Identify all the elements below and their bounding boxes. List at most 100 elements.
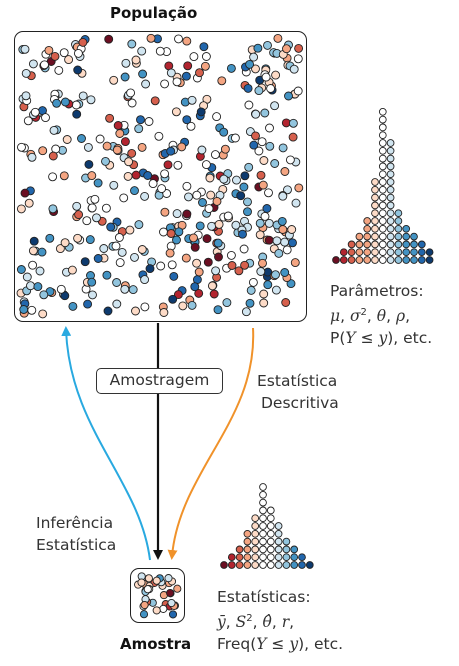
population-dot [83, 142, 93, 152]
sample-histogram-dot [220, 561, 228, 569]
population-dot [211, 266, 221, 276]
population-dot [77, 134, 86, 143]
population-histogram-dot [378, 154, 387, 163]
population-histogram-dot [425, 248, 434, 257]
population-dot [119, 193, 129, 203]
inference-arrow [61, 326, 151, 561]
population-dot [114, 233, 124, 242]
population-dot [115, 258, 125, 268]
population-dot [125, 225, 135, 235]
population-dot [85, 235, 95, 245]
population-dot [206, 190, 216, 200]
population-histogram-dot [394, 232, 403, 241]
population-dot [112, 299, 122, 309]
population-dot [169, 271, 179, 281]
population-histogram-dot [402, 232, 411, 241]
population-dot [28, 260, 38, 270]
population-dot [192, 258, 202, 268]
population-dot [166, 146, 176, 156]
population-dot [259, 298, 269, 308]
sample-dot [137, 578, 146, 587]
sample-histogram-dot [243, 537, 252, 546]
population-histogram-dot [394, 224, 403, 233]
population-dot [28, 246, 38, 256]
population-dot [246, 285, 256, 295]
population-histogram-dot [386, 224, 395, 233]
sample-histogram-dot [259, 498, 267, 507]
population-dot [274, 248, 284, 258]
population-dot [87, 171, 97, 181]
population-histogram-dot [378, 256, 387, 264]
population-histogram-dot [371, 240, 379, 249]
population-dot [48, 151, 58, 161]
population-dot [39, 290, 49, 300]
sample-histogram-dot [274, 545, 283, 554]
population-dot [192, 190, 202, 200]
population-histogram-dot [378, 170, 387, 179]
population-histogram-dot [410, 240, 418, 249]
population-dot [243, 197, 252, 207]
population-dot [280, 167, 290, 176]
population-histogram-dot [371, 224, 379, 233]
population-dot [283, 185, 292, 195]
population-histogram-dot [363, 240, 372, 249]
sample-histogram-dot [290, 561, 299, 569]
population-dot [270, 101, 280, 111]
statistics-frequency: Freq(Y ≤ y), etc. [217, 635, 344, 654]
population-dot [131, 55, 141, 65]
population-dot [254, 146, 264, 156]
sample-histogram-dot [266, 522, 275, 530]
population-dot [150, 96, 160, 106]
sample-histogram-dot [235, 553, 244, 562]
sample-histogram-dot [251, 537, 260, 546]
population-histogram-dot [410, 248, 418, 257]
population-dot [48, 172, 58, 182]
population-dot [240, 171, 250, 181]
sample-histogram-dot [251, 522, 260, 530]
theta-symbol: θ [376, 307, 387, 326]
population-dot [214, 252, 223, 262]
sample-histogram-dot [243, 553, 252, 562]
population-dot [127, 39, 137, 49]
population-histogram-dot [410, 232, 418, 241]
sample-histogram-dot [274, 561, 283, 569]
population-dot [165, 248, 175, 258]
sample-histogram-dot [274, 522, 283, 530]
population-dot [260, 211, 270, 221]
population-dot [203, 257, 213, 267]
sampling-label: Amostragem [109, 371, 210, 389]
population-histogram-dot [339, 256, 348, 264]
population-dot [258, 180, 268, 190]
population-dot [178, 301, 188, 311]
parameters-symbols: μ, σ2, θ, ρ, [330, 307, 411, 326]
population-histogram-dot [378, 224, 387, 233]
population-dot [20, 188, 30, 198]
population-dot [59, 171, 69, 181]
inference-label: Inferência Estatística [36, 512, 116, 556]
population-dot [72, 109, 82, 119]
population-histogram-dot [355, 256, 364, 264]
population-dot [209, 289, 219, 299]
population-histogram-dot [363, 256, 372, 264]
population-dot [37, 247, 47, 257]
population-dot [173, 290, 183, 300]
population-histogram-dot [347, 248, 356, 257]
sigma-symbol: σ [349, 307, 361, 326]
sample-histogram-dot [259, 545, 267, 554]
population-dot [68, 301, 78, 311]
population-dot [261, 72, 271, 82]
parameters-probability: P(Y ≤ y), etc. [330, 329, 433, 348]
population-dot [266, 84, 276, 93]
population-dot [236, 191, 246, 201]
sample-histogram-dot [290, 545, 299, 554]
sample-histogram-dot [251, 545, 260, 554]
population-dot [243, 83, 253, 93]
population-dot [106, 222, 116, 232]
population-histogram-dot [386, 178, 395, 186]
population-histogram-dot [378, 162, 387, 171]
population-dot [160, 207, 170, 217]
sample-histogram-dot [259, 553, 267, 562]
sample-dot [167, 598, 176, 608]
population-dot [195, 221, 205, 231]
sample-histogram-dot [251, 529, 260, 538]
